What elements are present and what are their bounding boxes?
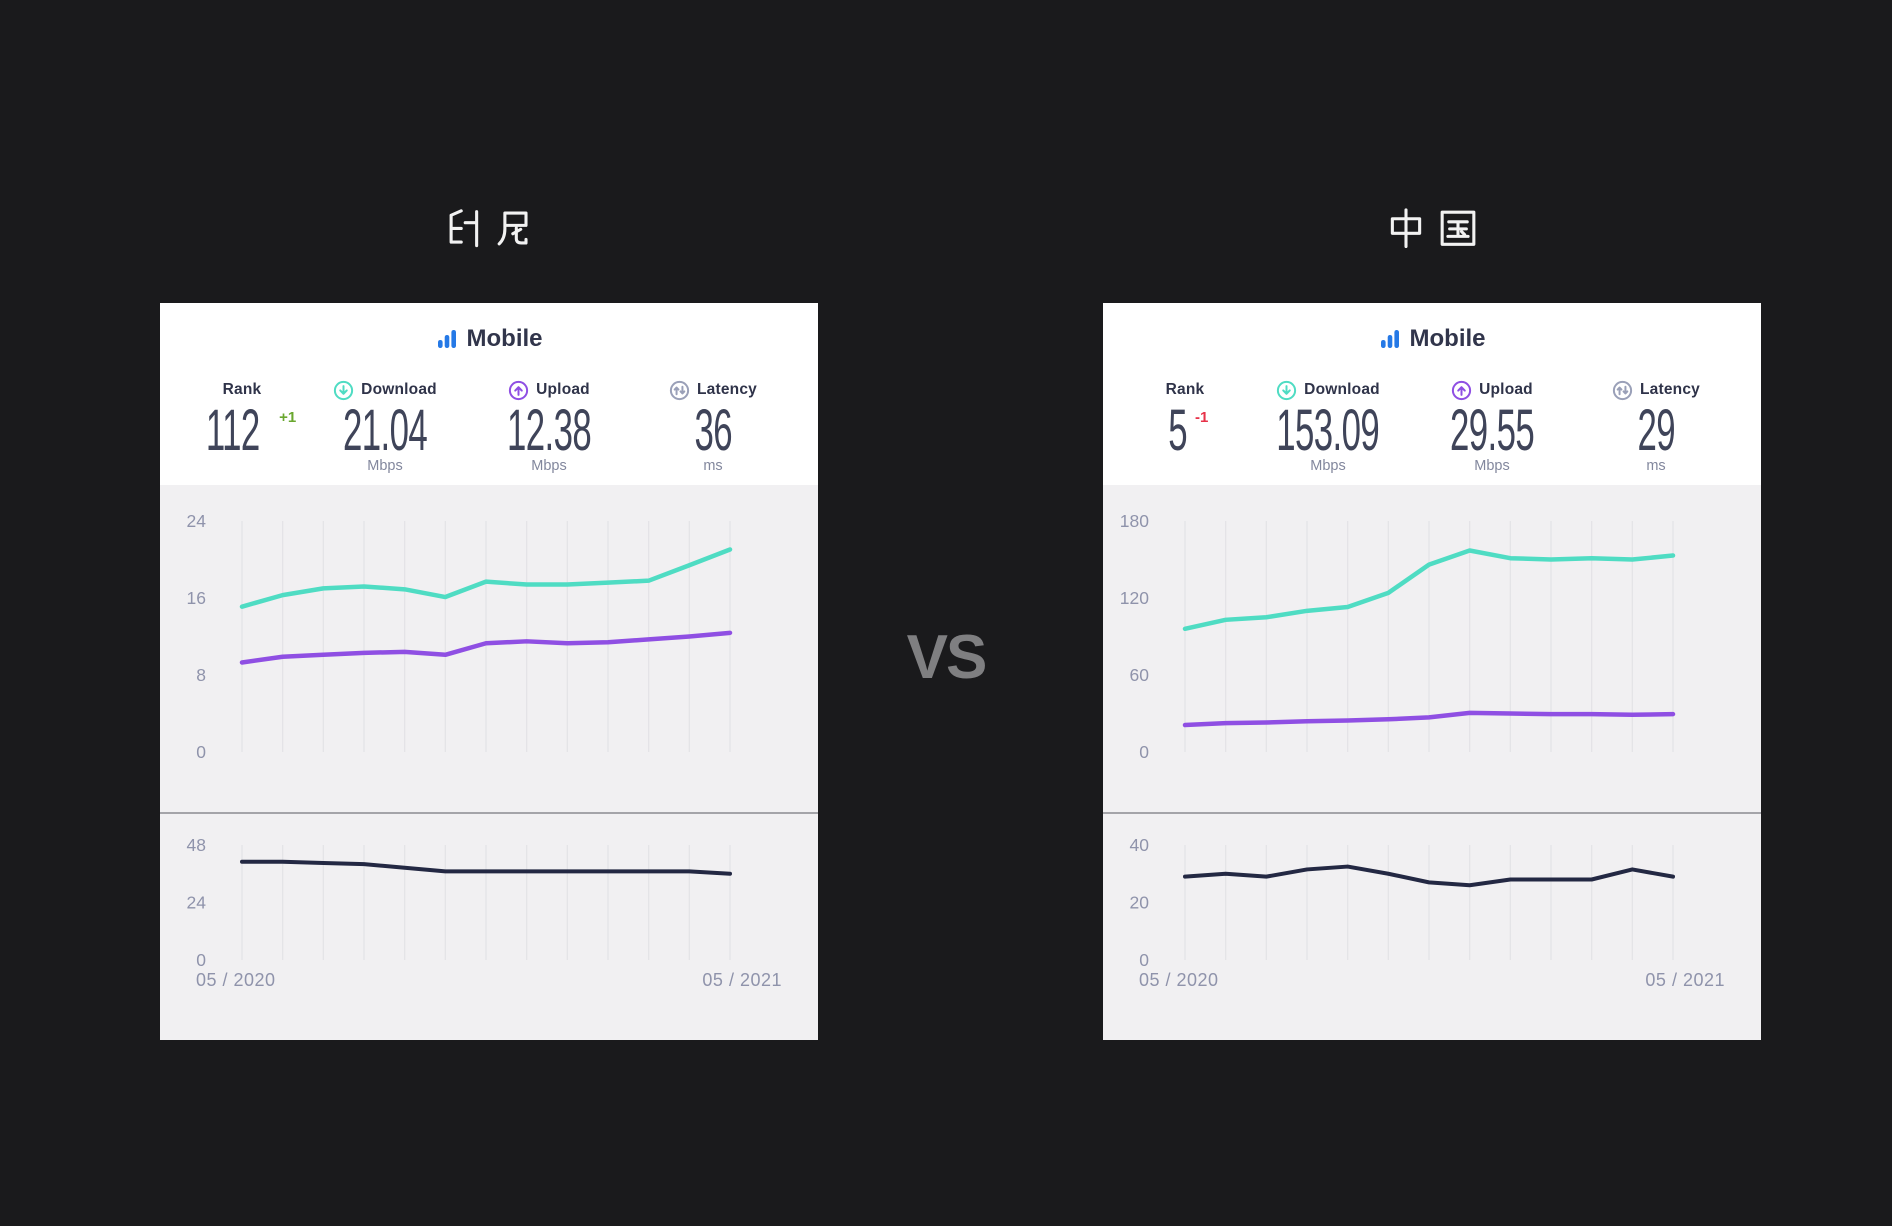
charts-area: 24 16 8 0 48 24 0 05 / 2020 05 / 2021 <box>160 485 818 1040</box>
mobile-signal-bars-icon <box>437 330 456 348</box>
upload-label: Upload <box>536 381 590 398</box>
latency-value: 36 <box>694 398 732 463</box>
svg-text:0: 0 <box>196 742 206 762</box>
cjk-glyph-yin <box>449 209 479 248</box>
latency-icon <box>669 380 690 400</box>
card-title: Mobile <box>1409 325 1486 352</box>
svg-text:24: 24 <box>187 511 207 531</box>
series-line <box>1182 548 1676 632</box>
card-title: Mobile <box>466 325 543 352</box>
download-label: Download <box>1304 381 1380 398</box>
svg-text:60: 60 <box>1130 665 1150 685</box>
series-line <box>1182 710 1676 728</box>
stat-rank: Rank 112 +1 <box>184 379 300 476</box>
latency-label: Latency <box>1640 381 1700 398</box>
download-label: Download <box>361 381 437 398</box>
svg-text:0: 0 <box>1139 950 1149 970</box>
cjk-glyph-ni <box>497 211 528 246</box>
stats-row: Rank 5 -1 Download <box>1103 353 1761 476</box>
x-axis-end-label: 05 / 2021 <box>1645 970 1725 990</box>
download-icon <box>1277 380 1297 400</box>
cjk-glyph-guo <box>1440 210 1476 246</box>
vs-label: VS <box>906 623 988 692</box>
latency-icon <box>1612 380 1633 400</box>
upload-value: 12.38 <box>506 398 592 463</box>
svg-text:8: 8 <box>196 665 206 685</box>
speed-history-chart: 180 120 60 0 <box>1120 511 1676 762</box>
svg-text:120: 120 <box>1120 588 1149 608</box>
latency-value: 29 <box>1637 398 1675 463</box>
latency-history-chart: 48 24 0 <box>187 835 732 970</box>
series-line <box>240 859 732 876</box>
series-line <box>239 547 733 609</box>
latency-history-section: 40 20 0 05 / 2020 05 / 2021 <box>1103 812 1761 1040</box>
download-unit: Mbps <box>1310 458 1346 474</box>
x-axis-end-label: 05 / 2021 <box>702 970 782 990</box>
svg-text:24: 24 <box>187 893 207 913</box>
upload-label: Upload <box>1479 381 1533 398</box>
svg-text:40: 40 <box>1130 835 1150 855</box>
svg-text:180: 180 <box>1120 511 1149 531</box>
svg-text:0: 0 <box>196 950 206 970</box>
stat-rank: Rank 5 -1 <box>1127 379 1243 476</box>
stat-upload: Upload 29.55 Mbps <box>1413 379 1571 476</box>
latency-unit: ms <box>1646 458 1666 474</box>
stat-download: Download 153.09 Mbps <box>1249 379 1407 476</box>
latency-history-section: 48 24 0 05 / 2020 05 / 2021 <box>160 812 818 1040</box>
svg-text:20: 20 <box>1130 893 1150 913</box>
upload-value: 29.55 <box>1449 398 1535 463</box>
upload-unit: Mbps <box>531 458 567 474</box>
rank-value: 5 <box>1167 398 1187 463</box>
stats-row: Rank 112 +1 Download <box>160 353 818 476</box>
mobile-signal-bars-icon <box>1380 330 1399 348</box>
country-title-china <box>1103 206 1761 250</box>
upload-icon <box>1452 380 1472 400</box>
latency-history-chart: 40 20 0 <box>1130 835 1675 970</box>
card-header: Mobile Rank 5 -1 <box>1103 303 1761 485</box>
download-value: 21.04 <box>342 398 428 463</box>
x-axis-start-label: 05 / 2020 <box>196 970 276 990</box>
series-line <box>239 630 733 665</box>
rank-label: Rank <box>222 381 262 398</box>
download-unit: Mbps <box>367 458 403 474</box>
latency-unit: ms <box>703 458 723 474</box>
x-axis-start-label: 05 / 2020 <box>1139 970 1219 990</box>
stat-latency: Latency 36 ms <box>634 379 792 476</box>
country-title-indonesia <box>160 206 818 250</box>
mobile-title-row: Mobile <box>1103 303 1761 353</box>
speed-history-chart: 24 16 8 0 <box>187 511 733 762</box>
card-header: Mobile Rank 112 +1 <box>160 303 818 485</box>
series-line <box>1183 864 1675 888</box>
upload-icon <box>509 380 529 400</box>
charts-area: 180 120 60 0 40 20 0 05 / 2020 05 / 2021 <box>1103 485 1761 1040</box>
rank-value: 112 <box>205 398 260 463</box>
upload-unit: Mbps <box>1474 458 1510 474</box>
rank-delta-badge: +1 <box>279 408 297 426</box>
svg-text:48: 48 <box>187 835 206 855</box>
country-card-china: Mobile Rank 5 -1 <box>1103 303 1761 1040</box>
mobile-title-row: Mobile <box>160 303 818 353</box>
cjk-glyph-zhong <box>1390 208 1422 249</box>
download-icon <box>334 380 354 400</box>
rank-delta-badge: -1 <box>1194 408 1209 426</box>
country-card-indonesia: Mobile Rank 112 +1 <box>160 303 818 1040</box>
latency-label: Latency <box>697 381 757 398</box>
svg-text:0: 0 <box>1139 742 1149 762</box>
stat-latency: Latency 29 ms <box>1577 379 1735 476</box>
stat-upload: Upload 12.38 Mbps <box>470 379 628 476</box>
download-value: 153.09 <box>1276 398 1380 463</box>
svg-text:16: 16 <box>187 588 206 608</box>
rank-label: Rank <box>1165 381 1205 398</box>
stat-download: Download 21.04 Mbps <box>306 379 464 476</box>
